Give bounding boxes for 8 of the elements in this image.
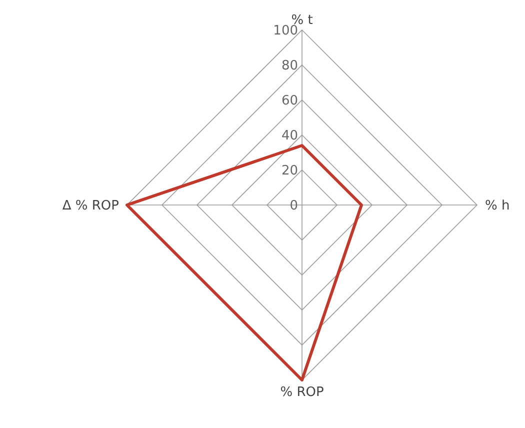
y-tick-label: 60 [281, 94, 298, 109]
spoke-label: % h [485, 198, 510, 214]
y-tick-label: 40 [281, 128, 298, 144]
spoke-label: Δ % ROP [62, 198, 120, 214]
y-tick-label: 20 [281, 164, 298, 179]
y-tick-label: 80 [281, 58, 298, 74]
spoke-label: % ROP [280, 385, 324, 400]
y-tick-label: 0 [290, 198, 298, 214]
